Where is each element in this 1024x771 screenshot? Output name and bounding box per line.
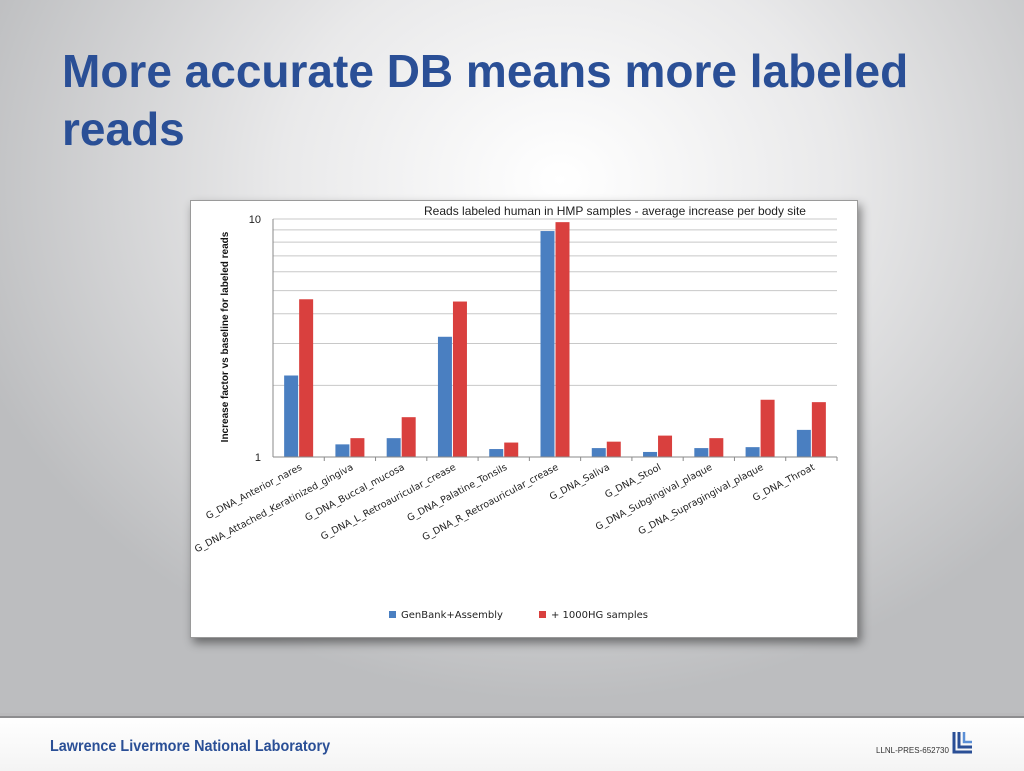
x-tick-labels: G_DNA_Anterior_naresG_DNA_Attached_Kerat… [193, 457, 838, 555]
bar-thousand-hg-9 [760, 399, 775, 457]
axes [272, 219, 837, 458]
grid-lines [273, 218, 837, 386]
bar-thousand-hg-2 [401, 417, 416, 457]
chart-title: Reads labeled human in HMP samples - ave… [424, 204, 806, 218]
bar-thousand-hg-3 [452, 301, 467, 457]
bar-genbank-0 [284, 375, 299, 457]
bar-genbank-2 [386, 438, 401, 457]
legend-label: + 1000HG samples [551, 610, 648, 621]
y-axis-label: Increase factor vs baseline for labeled … [220, 231, 231, 442]
bar-genbank-7 [643, 451, 658, 457]
y-tick-labels: 1 10 [249, 214, 261, 464]
chart-card: 1 10 G_DNA_Anterior_nares G_DNA_Attached_K… [190, 200, 858, 638]
document-id: LLNL-PRES-652730 [876, 746, 949, 755]
bars [284, 222, 826, 457]
footer-divider [0, 716, 1024, 718]
bar-genbank-8 [694, 448, 709, 457]
legend-swatch [539, 611, 546, 618]
llnl-logo-icon [952, 732, 972, 754]
bar-chart: 1 10 G_DNA_Anterior_naresG_DNA_Attached_K… [193, 204, 838, 621]
y-tick-label: 10 [249, 214, 261, 226]
legend-swatch [389, 611, 396, 618]
bar-genbank-10 [796, 429, 811, 457]
legend-label: GenBank+Assembly [401, 610, 503, 621]
bar-thousand-hg-10 [811, 402, 826, 457]
y-tick-label: 1 [255, 452, 261, 464]
bar-thousand-hg-7 [658, 435, 673, 457]
bar-thousand-hg-5 [555, 222, 570, 457]
bar-genbank-9 [745, 447, 760, 457]
bar-thousand-hg-6 [606, 441, 621, 457]
bar-genbank-1 [335, 444, 350, 457]
lab-name: Lawrence Livermore National Laboratory [50, 738, 331, 755]
bar-thousand-hg-4 [504, 442, 519, 457]
legend: GenBank+Assembly + 1000HG samples [389, 610, 648, 621]
bar-genbank-3 [437, 336, 452, 457]
slide-title: More accurate DB means more labeled read… [62, 45, 909, 155]
bar-thousand-hg-0 [299, 299, 314, 457]
bar-thousand-hg-8 [709, 438, 724, 457]
bar-thousand-hg-1 [350, 438, 365, 457]
footer-bar: Lawrence Livermore National Laboratory L… [0, 713, 1024, 771]
bar-genbank-4 [489, 449, 504, 457]
bar-genbank-5 [540, 231, 555, 457]
bar-genbank-6 [591, 448, 606, 457]
